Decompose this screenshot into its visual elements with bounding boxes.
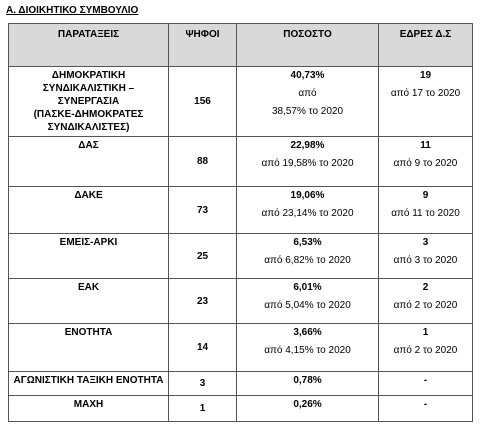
header-cell: ΠΑΡΑΤΑΞΕΙΣ <box>8 23 169 67</box>
seats-cell: 9 από 11 το 2020 <box>378 186 473 234</box>
header-cell: ΨΗΦΟΙ <box>168 23 237 67</box>
percent: 6,01% <box>293 282 322 293</box>
percent: 40,73% <box>290 70 325 81</box>
seats-cell: 1 από 2 το 2020 <box>378 323 473 372</box>
percent-cell: 6,53% από 6,82% το 2020 <box>236 233 379 279</box>
table-row: ΕΜΕΙΣ-ΑΡΚΙ 25 6,53% από 6,82% το 2020 3 από 3… <box>8 233 473 279</box>
seats: 11 <box>420 140 431 151</box>
votes-cell: 14 <box>168 323 237 372</box>
results-table: ΠΑΡΑΤΑΞΕΙΣ ΨΗΦΟΙ ΠΟΣΟΣΤΟ ΕΔΡΕΣ Δ.Σ ΔΗΜΟΚΡΑΤ… <box>8 23 473 422</box>
percent-cell: 0,78% <box>236 371 379 396</box>
party-cell: ΔΑΚΕ <box>8 186 169 234</box>
party-name: ΣΥΝΔΙΚΑΛΙΣΤΙΚΗ – ΣΥΝΕΡΓΑΣΙΑ <box>42 83 135 107</box>
table-row: ΔΗΜΟΚΡΑΤΙΚΗ ΣΥΝΔΙΚΑΛΙΣΤΙΚΗ – ΣΥΝΕΡΓΑΣΙΑ (Π… <box>8 66 473 137</box>
header-cell: ΕΔΡΕΣ Δ.Σ <box>378 23 473 67</box>
section-title: Α. ΔΙΟΙΚΗΤΙΚΟ ΣΥΜΒΟΥΛΙΟ <box>6 5 139 16</box>
percent: 6,53% <box>293 237 322 248</box>
seats-cell: 3 από 3 το 2020 <box>378 233 473 279</box>
percent: 22,98% <box>290 140 325 151</box>
party-cell: ΕΝΟΤΗΤΑ <box>8 323 169 372</box>
seats-cell: 11 από 9 το 2020 <box>378 136 473 187</box>
percent-note: 38,57% το 2020 <box>271 106 344 117</box>
party-name: ΕΜΕΙΣ-ΑΡΚΙ <box>59 237 118 248</box>
table-row: ΕΑΚ 23 6,01% από 5,04% το 2020 2 από 2 το 202… <box>8 278 473 324</box>
seats: 3 <box>422 237 429 248</box>
seats: 1 <box>422 327 429 338</box>
seats-note: από 9 το 2020 <box>393 158 458 169</box>
party-cell: ΕΑΚ <box>8 278 169 324</box>
percent: 0,26% <box>293 399 322 410</box>
seats-note: από 2 το 2020 <box>393 345 458 356</box>
seats: 9 <box>422 190 429 201</box>
party-cell: ΔΗΜΟΚΡΑΤΙΚΗ ΣΥΝΔΙΚΑΛΙΣΤΙΚΗ – ΣΥΝΕΡΓΑΣΙΑ (Π… <box>8 66 169 137</box>
seats-cell: - <box>378 395 473 422</box>
party-cell: ΕΜΕΙΣ-ΑΡΚΙ <box>8 233 169 279</box>
percent: 3,66% <box>293 327 322 338</box>
header-cell: ΠΟΣΟΣΤΟ <box>236 23 379 67</box>
party-name: ΔΗΜΟΚΡΑΤΙΚΗ <box>51 70 126 81</box>
percent-note: από 6,82% το 2020 <box>264 255 351 266</box>
seats-note: από 2 το 2020 <box>393 300 458 311</box>
votes-cell: 1 <box>168 395 237 422</box>
percent: 19,06% <box>290 190 325 201</box>
table-row: ΜΑΧΗ 1 0,26% - <box>8 395 473 422</box>
seats-note: από 17 το 2020 <box>390 88 461 99</box>
party-cell: ΔΑΣ <box>8 136 169 187</box>
header-row: ΠΑΡΑΤΑΞΕΙΣ ΨΗΦΟΙ ΠΟΣΟΣΤΟ ΕΔΡΕΣ Δ.Σ <box>8 23 473 67</box>
party-name: ΕΑΚ <box>77 282 100 293</box>
percent-cell: 40,73% από 38,57% το 2020 <box>236 66 379 137</box>
votes-cell: 73 <box>168 186 237 234</box>
seats-cell: 19 από 17 το 2020 <box>378 66 473 137</box>
percent-note: από 23,14% το 2020 <box>261 208 354 219</box>
table-row: ΕΝΟΤΗΤΑ 14 3,66% από 4,15% το 2020 1 από 2 το… <box>8 323 473 372</box>
percent-note: από 5,04% το 2020 <box>264 300 351 311</box>
party-name: ΣΥΝΔΙΚΑΛΙΣΤΕΣ) <box>47 122 130 133</box>
votes-cell: 88 <box>168 136 237 187</box>
party-cell: ΜΑΧΗ <box>8 395 169 422</box>
seats-cell: - <box>378 371 473 396</box>
percent-cell: 0,26% <box>236 395 379 422</box>
table-body: ΔΗΜΟΚΡΑΤΙΚΗ ΣΥΝΔΙΚΑΛΙΣΤΙΚΗ – ΣΥΝΕΡΓΑΣΙΑ (Π… <box>8 66 473 422</box>
party-name: ΔΑΣ <box>78 140 99 151</box>
seats-cell: 2 από 2 το 2020 <box>378 278 473 324</box>
seats: 19 <box>419 70 432 81</box>
votes-cell: 23 <box>168 278 237 324</box>
party-name: ΔΑΚΕ <box>74 190 103 201</box>
percent-cell: 3,66% από 4,15% το 2020 <box>236 323 379 372</box>
percent-cell: 6,01% από 5,04% το 2020 <box>236 278 379 324</box>
seats-note: από 3 το 2020 <box>393 255 458 266</box>
table-row: ΑΓΩΝΙΣΤΙΚΗ ΤΑΞΙΚΗ ΕΝΟΤΗΤΑ 3 0,78% - <box>8 371 473 396</box>
votes-cell: 3 <box>168 371 237 396</box>
party-name: ΜΑΧΗ <box>73 399 104 410</box>
seats: 2 <box>422 282 429 293</box>
party-name: (ΠΑΣΚΕ-ΔΗΜΟΚΡΑΤΕΣ <box>33 109 144 120</box>
percent-cell: 22,98% από 19,58% το 2020 <box>236 136 379 187</box>
votes-cell: 156 <box>168 66 237 137</box>
percent: 0,78% <box>293 375 322 386</box>
percent-note: από 19,58% το 2020 <box>261 158 354 169</box>
percent-note: από <box>298 88 317 99</box>
party-cell: ΑΓΩΝΙΣΤΙΚΗ ΤΑΞΙΚΗ ΕΝΟΤΗΤΑ <box>8 371 169 396</box>
party-name: ΕΝΟΤΗΤΑ <box>64 327 113 338</box>
votes-cell: 25 <box>168 233 237 279</box>
party-name: ΑΓΩΝΙΣΤΙΚΗ ΤΑΞΙΚΗ ΕΝΟΤΗΤΑ <box>13 375 164 386</box>
seats-note: από 11 το 2020 <box>391 208 460 219</box>
percent-note: από 4,15% το 2020 <box>264 345 351 356</box>
seats: - <box>423 375 428 386</box>
table-row: ΔΑΚΕ 73 19,06% από 23,14% το 2020 9 από 11 το… <box>8 186 473 234</box>
seats: - <box>423 399 428 410</box>
table-row: ΔΑΣ 88 22,98% από 19,58% το 2020 11 από 9 το … <box>8 136 473 187</box>
percent-cell: 19,06% από 23,14% το 2020 <box>236 186 379 234</box>
